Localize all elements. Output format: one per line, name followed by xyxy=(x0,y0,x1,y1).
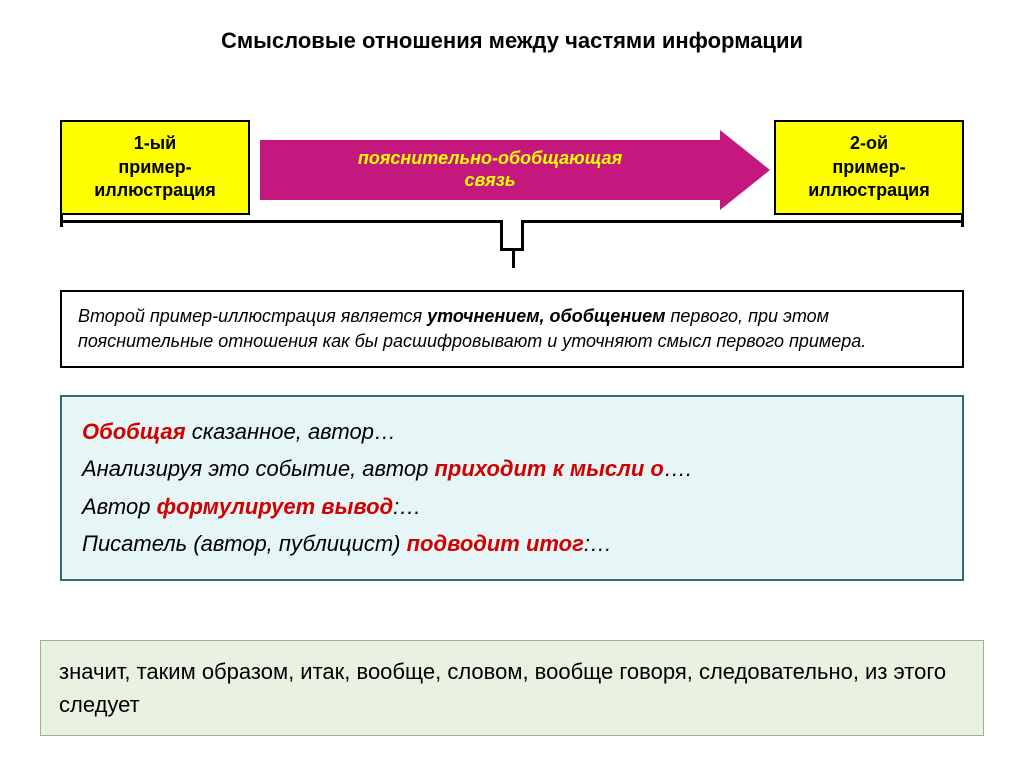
phrase-2a: Анализируя это событие, автор xyxy=(82,456,434,481)
phrase-3b: :… xyxy=(393,494,421,519)
phrase-4a: Писатель (автор, публицист) xyxy=(82,531,407,556)
phrase-red-2: приходит к мысли о xyxy=(434,456,663,481)
explain-prefix: Второй пример-иллюстрация является xyxy=(78,306,427,326)
phrase-line-2: Анализируя это событие, автор приходит к… xyxy=(82,450,942,487)
arrow: пояснительно-обобщающаясвязь xyxy=(260,140,770,200)
flow-row: 1-ыйпример-иллюстрация пояснительно-обоб… xyxy=(60,120,964,230)
phrase-line-3: Автор формулирует вывод:… xyxy=(82,488,942,525)
arrow-body: пояснительно-обобщающаясвязь xyxy=(260,140,720,200)
phrase-3a: Автор xyxy=(82,494,157,519)
page-title: Смысловые отношения между частями информ… xyxy=(0,0,1024,54)
bracket-icon xyxy=(60,220,964,270)
phrase-rest-1: сказанное, автор… xyxy=(192,419,396,444)
connectors-box: значит, таким образом, итак, вообще, сло… xyxy=(40,640,984,736)
arrow-label: пояснительно-обобщающаясвязь xyxy=(358,148,622,191)
example-box-1: 1-ыйпример-иллюстрация xyxy=(60,120,250,215)
phrase-4b: :… xyxy=(584,531,612,556)
phrase-line-1: Обобщая сказанное, автор… xyxy=(82,413,942,450)
phrases-box: Обобщая сказанное, автор… Анализируя это… xyxy=(60,395,964,581)
example-box-2: 2-ойпример-иллюстрация xyxy=(774,120,964,215)
explain-bold: уточнением, обобщением xyxy=(427,306,665,326)
phrase-red-4: подводит итог xyxy=(407,531,584,556)
phrase-line-4: Писатель (автор, публицист) подводит ито… xyxy=(82,525,942,562)
arrow-head-icon xyxy=(720,130,770,210)
explanation-box: Второй пример-иллюстрация является уточн… xyxy=(60,290,964,368)
phrase-red-3: формулирует вывод xyxy=(157,494,394,519)
phrase-2b: …. xyxy=(664,456,692,481)
phrase-red-1: Обобщая xyxy=(82,419,186,444)
